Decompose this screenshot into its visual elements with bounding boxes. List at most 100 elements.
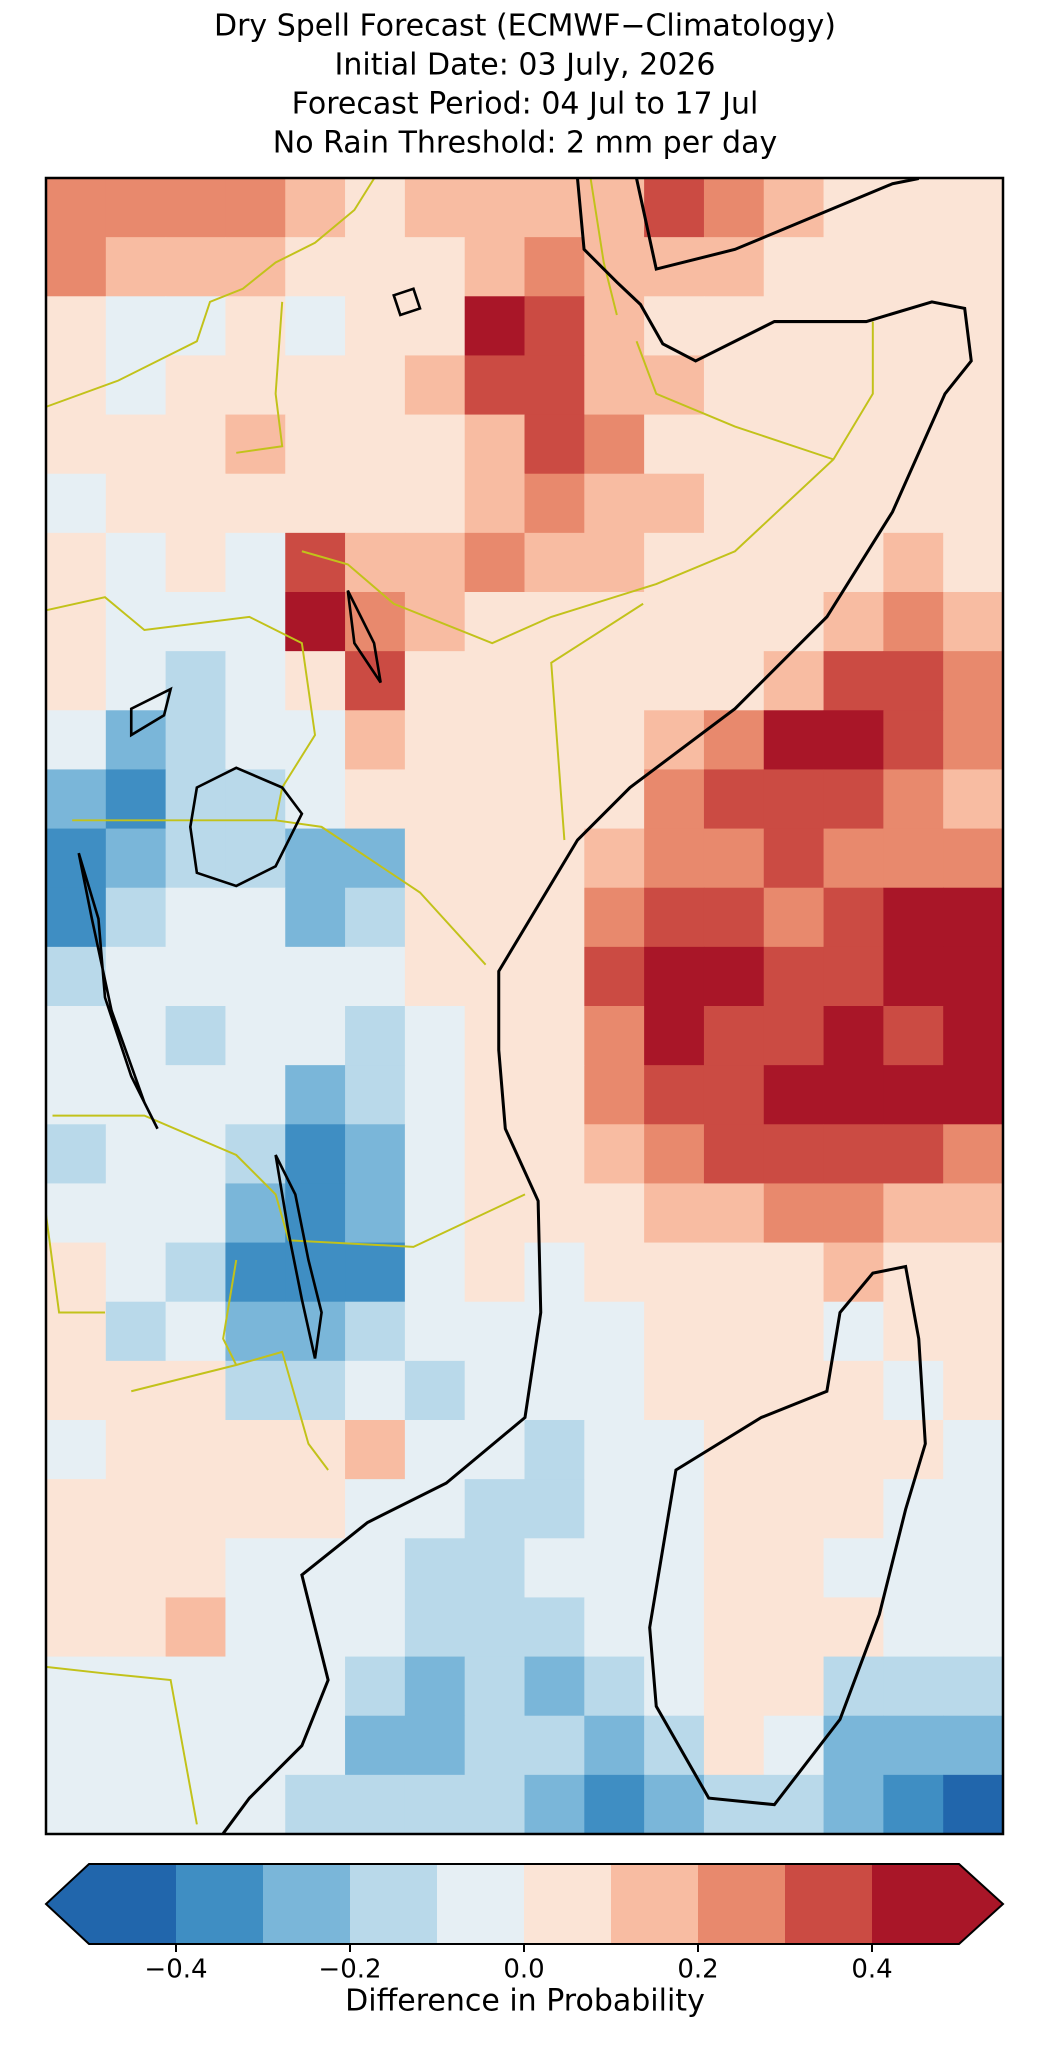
grid-cell [105,1597,167,1658]
grid-cell [763,1360,825,1421]
grid-cell [285,1006,346,1066]
grid-cell [644,769,705,830]
grid-cell [345,532,406,593]
grid-cell [584,1715,645,1776]
grid-cell [464,1656,525,1717]
grid-cell [345,1715,406,1776]
grid-cell [285,946,346,1007]
grid-cell [285,1360,346,1421]
grid-cell [644,946,705,1007]
grid-cell [225,1774,286,1835]
grid-cell [46,1124,107,1184]
grid-cell [524,1479,585,1539]
grid-cell [703,296,765,356]
grid-cell [404,1597,466,1658]
grid-cell [285,592,346,652]
grid-cell [823,1774,884,1835]
grid-cell [105,178,167,238]
grid-cell [404,473,466,534]
grid-cell [225,1597,286,1658]
grid-cell [464,296,525,356]
grid-cell [165,355,226,416]
chart-title: Dry Spell Forecast (ECMWF−Climatology) [214,9,836,44]
grid-cell [763,592,825,652]
grid-cell [584,178,645,238]
grid-cell [763,887,825,948]
grid-cell [644,1360,705,1421]
grid-cell [584,1124,645,1184]
grid-cell [524,1538,585,1598]
grid-cell [225,1715,286,1776]
colorbar-tick-label: −0.2 [318,1955,381,1985]
map-grid [46,178,1004,1835]
grid-cell [703,178,765,238]
grid-cell [943,828,1004,889]
grid-cell [464,355,525,416]
grid-cell [404,1774,466,1835]
grid-cell [943,769,1004,830]
grid-cell [46,1242,107,1303]
grid-cell [285,237,346,297]
colorbar-tick-label: 0.2 [677,1955,718,1985]
grid-cell [943,1538,1004,1598]
grid-cell [763,296,825,356]
grid-cell [703,1006,765,1066]
colorbar-segment [350,1864,438,1944]
grid-cell [345,414,406,475]
grid-cell [404,1065,466,1125]
grid-cell [345,1597,406,1658]
grid-cell [584,1597,645,1658]
grid-cell [285,1479,346,1539]
grid-cell [703,1301,765,1362]
grid-cell [105,1656,167,1717]
grid-cell [345,1538,406,1598]
grid-cell [823,1479,884,1539]
grid-cell [46,1420,107,1480]
grid-cell [105,1420,167,1480]
grid-cell [644,1124,705,1184]
grid-cell [285,1774,346,1835]
grid-cell [584,651,645,711]
grid-cell [464,414,525,475]
grid-cell [285,887,346,948]
grid-cell [105,296,167,356]
grid-cell [404,828,466,889]
grid-cell [464,1774,525,1835]
grid-cell [883,355,944,416]
grid-cell [464,710,525,770]
grid-cell [46,1774,107,1835]
grid-cell [524,1006,585,1066]
grid-cell [703,1715,765,1776]
grid-cell [763,1479,825,1539]
madagascar [648,1264,927,1807]
grid-cell [703,1538,765,1598]
grid-cell [703,1242,765,1303]
grid-cell [404,178,466,238]
grid-cell [464,237,525,297]
grid-cell [883,1065,944,1125]
grid-cell [763,1715,825,1776]
grid-cell [883,828,944,889]
grid-cell [105,1538,167,1598]
grid-cell [46,414,107,475]
lakes [77,287,422,1359]
grid-cell [46,651,107,711]
grid-cell [584,828,645,889]
grid-cell [703,1774,765,1835]
grid-cell [165,473,226,534]
grid-cell [703,1656,765,1717]
grid-cell [703,1420,765,1480]
grid-cell [524,237,585,297]
grid-cell [763,769,825,830]
grid-cell [644,592,705,652]
grid-cell [46,946,107,1007]
grid-cell [524,1656,585,1717]
grid-cell [105,532,167,593]
grid-cell [644,1301,705,1362]
grid-cell [46,1715,107,1776]
grid-cell [46,1656,107,1717]
grid-cell [225,414,286,475]
grid-cell [345,1774,406,1835]
chart-title: Forecast Period: 04 Jul to 17 Jul [292,87,759,122]
grid-cell [225,296,286,356]
